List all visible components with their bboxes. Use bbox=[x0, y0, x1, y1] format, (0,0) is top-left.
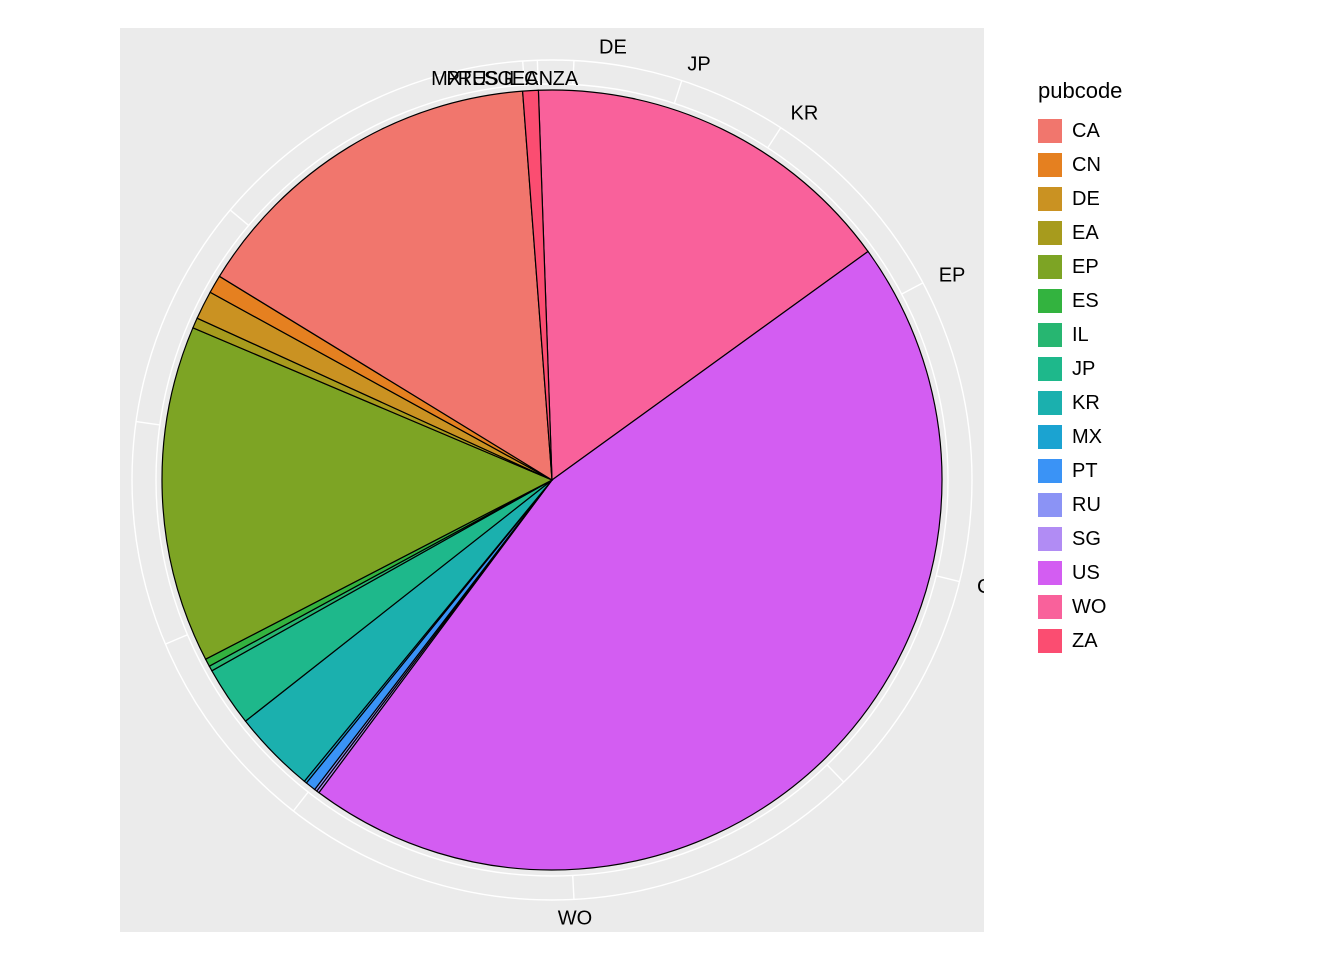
legend-item-ep: EP bbox=[1038, 250, 1122, 284]
ring-tick bbox=[573, 875, 574, 899]
legend-item-us: US bbox=[1038, 556, 1122, 590]
outer-label-ca: CA bbox=[977, 576, 984, 598]
ring-tick bbox=[827, 765, 844, 782]
legend-item-cn: CN bbox=[1038, 148, 1122, 182]
legend-label: MX bbox=[1072, 426, 1102, 449]
legend-label: CA bbox=[1072, 120, 1100, 143]
legend-item-za: ZA bbox=[1038, 624, 1122, 658]
legend-swatch bbox=[1038, 255, 1062, 279]
outer-label-ep: EP bbox=[939, 264, 966, 286]
outer-label-wo: WO bbox=[558, 907, 592, 929]
outer-label-cn: CN bbox=[524, 68, 553, 90]
ring-tick bbox=[936, 576, 959, 582]
legend-swatch bbox=[1038, 391, 1062, 415]
legend-label: EP bbox=[1072, 256, 1099, 279]
ring-tick bbox=[674, 81, 681, 104]
legend-swatch bbox=[1038, 221, 1062, 245]
legend-swatch bbox=[1038, 629, 1062, 653]
legend-item-ca: CA bbox=[1038, 114, 1122, 148]
ring-tick bbox=[230, 210, 248, 225]
legend-swatch bbox=[1038, 289, 1062, 313]
legend-item-mx: MX bbox=[1038, 420, 1122, 454]
legend-label: WO bbox=[1072, 596, 1106, 619]
legend-label: SG bbox=[1072, 528, 1101, 551]
legend-item-ru: RU bbox=[1038, 488, 1122, 522]
outer-label-kr: KR bbox=[791, 103, 819, 125]
pie-chart: DEJPKREPCAWOUSEACNZAILSGESRUPTMX bbox=[120, 28, 984, 932]
chart-stage: DEJPKREPCAWOUSEACNZAILSGESRUPTMX pubcode… bbox=[0, 0, 1344, 960]
plot-panel: DEJPKREPCAWOUSEACNZAILSGESRUPTMX bbox=[120, 28, 984, 932]
legend-swatch bbox=[1038, 459, 1062, 483]
legend-label: ZA bbox=[1072, 630, 1098, 653]
ring-tick bbox=[293, 792, 308, 811]
legend-title: pubcode bbox=[1038, 78, 1122, 104]
legend-item-wo: WO bbox=[1038, 590, 1122, 624]
legend-swatch bbox=[1038, 595, 1062, 619]
legend-swatch bbox=[1038, 323, 1062, 347]
legend: pubcode CA CN DE EA EP ES IL JP KR MX PT RU SG US WO ZA bbox=[1038, 78, 1122, 658]
legend-swatch bbox=[1038, 527, 1062, 551]
outer-label-de: DE bbox=[599, 36, 627, 58]
legend-swatch bbox=[1038, 561, 1062, 585]
legend-item-kr: KR bbox=[1038, 386, 1122, 420]
ring-tick bbox=[768, 128, 781, 148]
legend-label: DE bbox=[1072, 188, 1100, 211]
legend-item-sg: SG bbox=[1038, 522, 1122, 556]
outer-label-jp: JP bbox=[687, 53, 710, 75]
legend-item-jp: JP bbox=[1038, 352, 1122, 386]
legend-label: EA bbox=[1072, 222, 1099, 245]
legend-items: CA CN DE EA EP ES IL JP KR MX PT RU SG US WO ZA bbox=[1038, 114, 1122, 658]
legend-item-de: DE bbox=[1038, 182, 1122, 216]
outer-label-za: ZA bbox=[553, 68, 579, 90]
legend-label: IL bbox=[1072, 324, 1089, 347]
legend-swatch bbox=[1038, 425, 1062, 449]
legend-label: ES bbox=[1072, 290, 1099, 313]
legend-item-il: IL bbox=[1038, 318, 1122, 352]
legend-label: JP bbox=[1072, 358, 1095, 381]
legend-swatch bbox=[1038, 357, 1062, 381]
legend-item-es: ES bbox=[1038, 284, 1122, 318]
legend-swatch bbox=[1038, 493, 1062, 517]
outer-label-mx: MX bbox=[431, 68, 461, 90]
ring-tick bbox=[165, 635, 187, 644]
legend-swatch bbox=[1038, 119, 1062, 143]
ring-tick bbox=[136, 422, 160, 425]
legend-item-ea: EA bbox=[1038, 216, 1122, 250]
legend-label: US bbox=[1072, 562, 1100, 585]
legend-swatch bbox=[1038, 153, 1062, 177]
legend-swatch bbox=[1038, 187, 1062, 211]
legend-label: KR bbox=[1072, 392, 1100, 415]
legend-label: CN bbox=[1072, 154, 1101, 177]
legend-label: RU bbox=[1072, 494, 1101, 517]
ring-tick bbox=[902, 283, 923, 294]
legend-label: PT bbox=[1072, 460, 1098, 483]
legend-item-pt: PT bbox=[1038, 454, 1122, 488]
